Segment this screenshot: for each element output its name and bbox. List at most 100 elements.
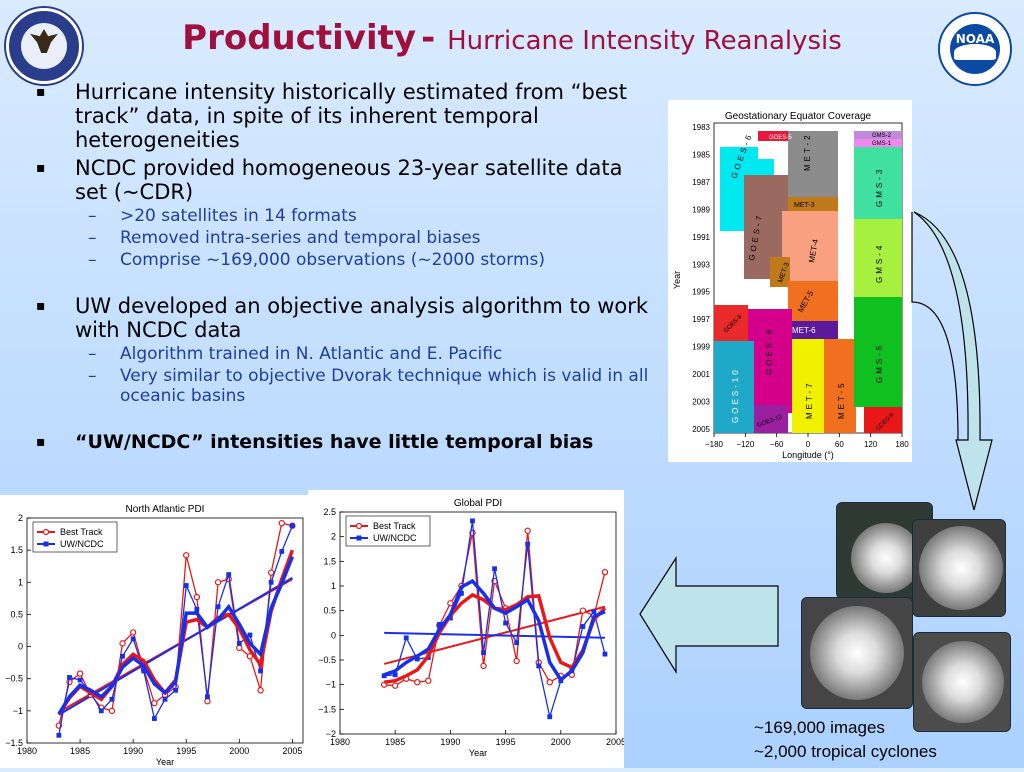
global-pdi-x-label: Year	[469, 748, 487, 758]
na-pdi-x-tick: 2000	[229, 746, 249, 756]
coverage-y-tick: 1991	[692, 233, 710, 242]
coverage-y-tick: 1987	[692, 178, 710, 187]
na-pdi-point-uw-ncdc	[141, 668, 147, 674]
global-pdi-plot-area	[339, 511, 617, 735]
na-pdi-point-uw-ncdc	[67, 675, 72, 680]
global-pdi-x-tick: 1980	[330, 737, 350, 747]
images-caption-count: ~169,000 images	[754, 718, 885, 737]
na-pdi-x-tick: 1990	[123, 746, 143, 756]
images-caption-storms: ~2,000 tropical cyclones	[754, 742, 937, 761]
hurricane-image-2	[912, 519, 1006, 617]
global-pdi-point-best-track	[414, 678, 421, 686]
global-pdi-legend-entry: Best Track	[373, 521, 416, 531]
na-pdi-y-tick: 0	[18, 642, 23, 652]
coverage-label-goes10: GOES-10	[731, 367, 740, 423]
na-pdi-point-uw-ncdc	[258, 668, 263, 674]
bullet-1: Hurricane intensity historically estimat…	[30, 80, 650, 152]
na-pdi-y-tick: −1	[13, 706, 23, 716]
bullet-list: Hurricane intensity historically estimat…	[30, 80, 650, 454]
global-pdi-point-best-track	[391, 682, 399, 689]
na-pdi-y-tick: 1.5	[10, 545, 23, 555]
na-pdi-point-uw-ncdc	[268, 579, 274, 585]
hurricane-image-3	[801, 597, 913, 709]
na-pdi-point-best-track	[151, 699, 158, 707]
na-pdi-point-best-track	[278, 519, 285, 527]
global-pdi-svg: Global PDI 1980 1985 1990 1995 2000 2005 2.5 2 1.…	[318, 498, 626, 758]
coverage-y-tick: 2003	[692, 398, 710, 407]
coverage-x-tick: −180	[705, 440, 724, 449]
coverage-label-met5b: MET-5	[837, 380, 846, 419]
coverage-x-tick: 0	[806, 440, 811, 449]
na-pdi-point-uw-ncdc	[151, 716, 157, 721]
na-pdi-point-uw-ncdc	[279, 549, 285, 554]
na-pdi-legend: Best Track UW/NCDC	[32, 521, 118, 553]
slide-title: Productivity - Hurricane Intensity Reana…	[182, 18, 842, 58]
coverage-y-tick: 1989	[692, 205, 710, 214]
na-pdi-legend-entry: UW/NCDC	[60, 539, 104, 549]
global-pdi-point-best-track	[546, 678, 553, 686]
na-pdi-legend-entry: Best Track	[60, 527, 103, 537]
coverage-x-label: Longitude (°)	[782, 450, 834, 460]
na-pdi-y-tick: 0.5	[10, 609, 23, 619]
coverage-label-met3: MET-3	[794, 202, 815, 209]
na-pdi-point-uw-ncdc	[247, 632, 253, 638]
hurricane-image-4	[913, 632, 1011, 732]
title-main: Productivity	[182, 18, 417, 58]
coverage-y-label: Year	[672, 271, 682, 289]
coverage-x-tick: −120	[736, 440, 755, 449]
na-pdi-x-tick: 1985	[70, 746, 90, 756]
na-pdi-point-best-track	[257, 687, 264, 694]
na-pdi-point-uw-ncdc	[236, 640, 242, 646]
coverage-y-tick: 1993	[692, 260, 710, 269]
na-pdi-point-uw-ncdc	[173, 687, 179, 693]
global-pdi-point-uw-ncdc	[403, 635, 409, 641]
na-pdi-point-uw-ncdc	[226, 572, 232, 577]
na-pdi-point-uw-ncdc	[289, 523, 295, 529]
na-pdi-y-tick: −0.5	[5, 674, 23, 684]
na-pdi-x-label: Year	[156, 757, 174, 767]
coverage-y-tick: 1999	[692, 343, 710, 352]
global-pdi-y-tick: −2	[326, 729, 336, 739]
coverage-label-gms3: GMS-3	[875, 167, 884, 207]
na-pdi-y-tick: −1.5	[5, 738, 23, 748]
global-pdi-chart: Global PDI 1980 1985 1990 1995 2000 2005 2.5 2 1.…	[308, 490, 626, 768]
global-pdi-point-uw-ncdc	[602, 651, 608, 657]
bullet-2: NCDC provided homogeneous 23-year satell…	[30, 156, 650, 204]
global-pdi-trend-line-1	[384, 631, 605, 639]
global-pdi-point-uw-ncdc	[381, 673, 387, 679]
global-pdi-point-best-track	[601, 568, 609, 576]
global-pdi-point-uw-ncdc	[492, 566, 497, 572]
sub-bullet-2-1: >20 satellites in 14 formats	[30, 206, 650, 226]
coverage-x-tick: 180	[895, 440, 909, 449]
na-pdi-y-tick: 1	[18, 577, 23, 587]
na-pdi-point-uw-ncdc	[56, 732, 62, 738]
north-atlantic-pdi-chart: North Atlantic PDI 1980 1985 1990 1995 2000 20…	[0, 495, 308, 768]
sub-bullet-2-3: Comprise ~169,000 observations (~2000 st…	[30, 250, 650, 270]
na-pdi-point-best-track	[267, 569, 275, 576]
na-pdi-point-best-track	[183, 552, 190, 559]
na-pdi-y-tick: 2	[18, 513, 23, 523]
na-pdi-point-uw-ncdc	[183, 583, 189, 588]
coverage-label-met7: MET-7	[805, 380, 814, 419]
na-pdi-point-best-track	[129, 629, 137, 636]
coverage-x-tick: 120	[864, 440, 878, 449]
coverage-chart-title: Geostationary Equator Coverage	[725, 111, 872, 122]
coverage-y-tick: 2005	[692, 425, 710, 434]
na-pdi-point-uw-ncdc	[120, 653, 125, 659]
na-pdi-title: North Atlantic PDI	[126, 504, 205, 515]
global-pdi-point-best-track	[447, 600, 454, 607]
coverage-label-gms2: GMS-2	[872, 133, 892, 139]
global-pdi-x-tick: 2005	[606, 737, 624, 747]
global-pdi-y-tick: −1	[326, 680, 336, 690]
global-pdi-y-tick: 1.5	[323, 556, 336, 566]
global-pdi-point-uw-ncdc	[514, 640, 520, 646]
sub-bullet-3-2: Very similar to objective Dvorak techniq…	[30, 366, 650, 406]
coverage-x-ticks: −180 −120 −60 0 60 120 180	[705, 433, 909, 449]
global-pdi-x-tick: 1990	[440, 737, 460, 747]
down-arrow-icon	[911, 211, 993, 511]
global-pdi-point-uw-ncdc	[414, 656, 420, 662]
sub-bullet-2-2: Removed intra-series and temporal biases	[30, 228, 650, 248]
global-pdi-y-tick: 0	[331, 630, 336, 640]
na-pdi-point-best-track	[193, 593, 201, 601]
na-pdi-point-best-track	[236, 644, 243, 652]
